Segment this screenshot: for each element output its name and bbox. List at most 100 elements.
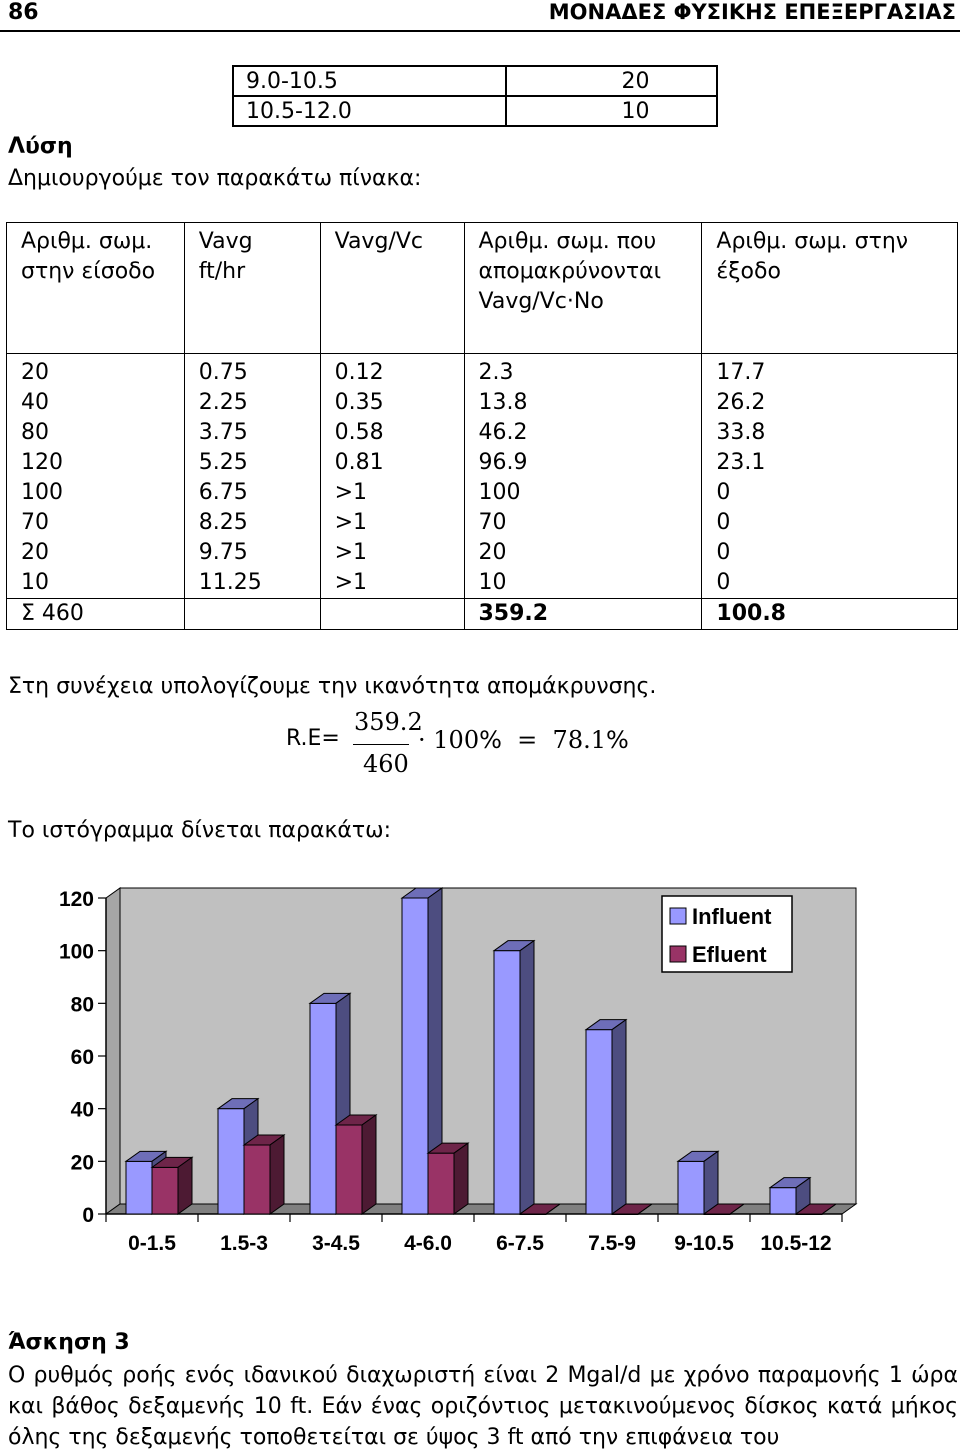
header-line: απομακρύνονται [478, 259, 662, 284]
header-line: Vavg/Vc·No [478, 289, 604, 314]
particle-table: Αριθμ. σωμ. στην είσοδο Vavg ft/hr Vavg/Vc… [6, 222, 958, 630]
table-cell: >1 [319, 478, 465, 508]
re-label: R.E= [286, 726, 340, 751]
header-line: Αριθμ. σωμ. που [478, 229, 657, 254]
legend-swatch [669, 907, 687, 925]
bar-front [427, 1152, 455, 1215]
sum-label: Σ 460 [6, 598, 185, 630]
header-line: στην είσοδο [21, 259, 156, 284]
table-cell: 120 [6, 448, 185, 478]
table-cell [183, 598, 321, 630]
table-cell: 26.2 [701, 388, 958, 418]
table-cell: 9.0-10.5 [232, 65, 507, 97]
bar-front [401, 897, 429, 1215]
y-tick-label: 80 [71, 993, 94, 1016]
bar-side [269, 1134, 285, 1215]
formula-rest: · 100% = 78.1% [418, 726, 629, 754]
table-cell: 70 [6, 508, 185, 538]
x-tick-label: 1.5-3 [220, 1232, 268, 1255]
bar-side [545, 1203, 561, 1215]
sum-removed: 359.2 [463, 598, 703, 630]
legend-label: Influent [692, 904, 772, 929]
histogram-intro: Το ιστόγραμμα δίνεται παρακάτω: [8, 818, 391, 843]
table-cell: 80 [6, 418, 185, 448]
table-cell: 2.3 [463, 353, 703, 388]
y-tick-label: 0 [82, 1204, 94, 1227]
y-tick-label: 120 [59, 888, 94, 911]
column-header: Αριθμ. σωμ. στην έξοδο [701, 222, 958, 354]
y-tick-label: 20 [71, 1151, 94, 1174]
table-row: 10 11.25 >1 10 0 [6, 568, 958, 599]
table-cell: 13.8 [463, 388, 703, 418]
fraction-numerator: 359.2 [354, 708, 423, 736]
calc-intro: Στη συνέχεια υπολογίζουμε την ικανότητα … [8, 674, 657, 699]
bar-front [217, 1108, 245, 1215]
y-tick-label: 100 [59, 941, 94, 964]
bar-side [729, 1203, 745, 1215]
x-tick-label: 3-4.5 [312, 1232, 360, 1255]
table-cell [319, 598, 465, 630]
header-line: έξοδο [716, 259, 781, 284]
bar-front [585, 1029, 613, 1215]
bar-front [335, 1124, 363, 1215]
legend-label: Efluent [692, 942, 767, 967]
table-header-row: Αριθμ. σωμ. στην είσοδο Vavg ft/hr Vavg/Vc… [6, 222, 958, 354]
solution-intro: Δημιουργούμε τον παρακάτω πίνακα: [8, 166, 422, 191]
table-cell: 40 [6, 388, 185, 418]
table-cell: 70 [463, 508, 703, 538]
percent-sign: % [479, 726, 502, 754]
multiply-dot: · [418, 726, 426, 754]
header-line: Vavg [198, 229, 253, 254]
previous-table-tail: 9.0-10.5 20 10.5-12.0 10 [232, 65, 719, 127]
result-value: 78.1 [552, 726, 606, 754]
exercise-heading: Άσκηση 3 [8, 1330, 130, 1355]
header-line: Vavg/Vc [334, 229, 423, 254]
table-cell: 10 [504, 95, 719, 127]
chapter-title: ΜΟΝΑΔΕΣ ΦΥΣΙΚΗΣ ΕΠΕΞΕΡΓΑΣΙΑΣ [548, 0, 956, 24]
table-row: 80 3.75 0.58 46.2 33.8 [6, 418, 958, 448]
table-row: 20 9.75 >1 20 0 [6, 538, 958, 568]
bar-front [309, 1002, 337, 1215]
x-tick-label: 4-6.0 [404, 1232, 452, 1255]
y-tick-label: 40 [71, 1099, 94, 1122]
table-cell: 23.1 [701, 448, 958, 478]
column-header: Vavg ft/hr [183, 222, 321, 354]
table-sum-row: Σ 460 359.2 100.8 [6, 598, 958, 630]
table-row: 20 0.75 0.12 2.3 17.7 [6, 353, 958, 388]
histogram-chart: 0 20 40 60 80 100 120 0-1.5 1.5-3 3-4.5 4-6.0 6-7.5… [59, 887, 858, 1255]
bar-side [821, 1203, 837, 1215]
x-tick-label: 9-10.5 [674, 1232, 734, 1255]
table-cell: 33.8 [701, 418, 958, 448]
header-line: ft/hr [198, 259, 246, 284]
bar-side [177, 1156, 193, 1215]
table-cell: 6.75 [183, 478, 321, 508]
header-line: Αριθμ. σωμ. [21, 229, 153, 254]
table-cell: 20 [463, 538, 703, 568]
table-cell: 0 [701, 538, 958, 568]
bar-side [703, 1150, 719, 1215]
table-cell: 100 [6, 478, 185, 508]
table-cell: >1 [319, 538, 465, 568]
chart-side-wall [105, 887, 121, 1215]
bar-front [493, 950, 521, 1215]
table-row: 40 2.25 0.35 13.8 26.2 [6, 388, 958, 418]
exercise-text: Ο ρυθμός ροής ενός ιδανικού διαχωριστή ε… [8, 1363, 958, 1450]
table-cell: 10.5-12.0 [232, 95, 507, 127]
bar-front [125, 1160, 153, 1215]
bar-side [637, 1203, 653, 1215]
table-cell: 10 [463, 568, 703, 599]
x-tick-label: 6-7.5 [496, 1232, 544, 1255]
table-cell: 0 [701, 508, 958, 538]
table-row: 9.0-10.5 20 [232, 65, 719, 97]
fraction-denominator: 460 [363, 750, 409, 778]
column-header: Αριθμ. σωμ. που απομακρύνονται Vavg/Vc·No [463, 222, 703, 354]
header-line: Αριθμ. σωμ. στην [716, 229, 909, 254]
table-cell: 0.58 [319, 418, 465, 448]
bar-side [453, 1142, 469, 1215]
table-cell: >1 [319, 568, 465, 599]
page-number: 86 [8, 0, 39, 25]
bar-side [361, 1114, 377, 1215]
table-cell: 0 [701, 478, 958, 508]
solution-heading: Λύση [8, 134, 73, 159]
table-cell: 8.25 [183, 508, 321, 538]
